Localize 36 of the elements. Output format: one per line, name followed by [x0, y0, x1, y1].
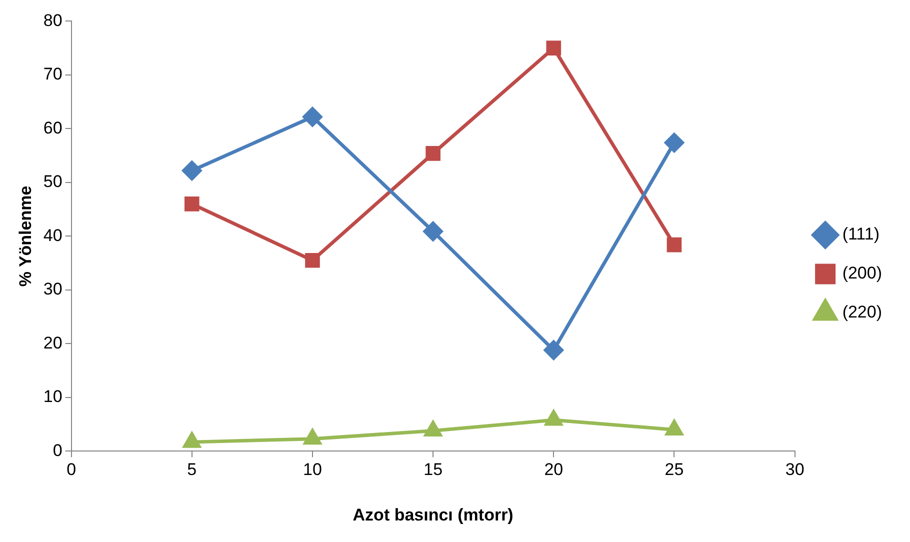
point	[664, 132, 684, 152]
x-tick-label: 10	[303, 460, 322, 480]
legend-label: (220)	[842, 302, 882, 322]
point	[304, 429, 322, 445]
x-tick-label: 25	[664, 460, 684, 480]
y-tick-label: 40	[43, 226, 62, 245]
point	[426, 146, 440, 161]
x-tick-label: 15	[424, 460, 443, 480]
legend-label: (111)	[842, 224, 880, 244]
y-tick-label: 70	[43, 64, 62, 84]
point	[546, 40, 562, 56]
point	[544, 410, 562, 426]
point	[666, 237, 682, 252]
x-tick-label: 5	[187, 460, 197, 480]
x-tick-label: 0	[66, 460, 76, 480]
x-tick-label: 20	[544, 460, 564, 480]
y-axis-title: % Yönlenme	[16, 186, 35, 287]
point	[666, 420, 683, 436]
y-tick-label: 80	[43, 10, 62, 30]
y-tick-label: 60	[43, 118, 62, 138]
y-tick-label: 20	[43, 333, 62, 352]
point	[423, 222, 443, 242]
point	[424, 421, 442, 437]
y-tick-label: 10	[43, 387, 62, 406]
point	[183, 432, 201, 448]
point	[182, 160, 202, 180]
point	[544, 340, 564, 360]
y-tick-label: 0	[52, 440, 62, 460]
point	[305, 252, 320, 268]
point	[302, 107, 322, 127]
legend-label: (200)	[842, 264, 882, 283]
point	[184, 196, 200, 212]
y-tick-label: 30	[43, 280, 62, 299]
x-tick-label: 30	[785, 460, 804, 480]
y-tick-label: 50	[43, 172, 62, 192]
x-axis-title: Azot basıncı (mtorr)	[352, 505, 514, 524]
